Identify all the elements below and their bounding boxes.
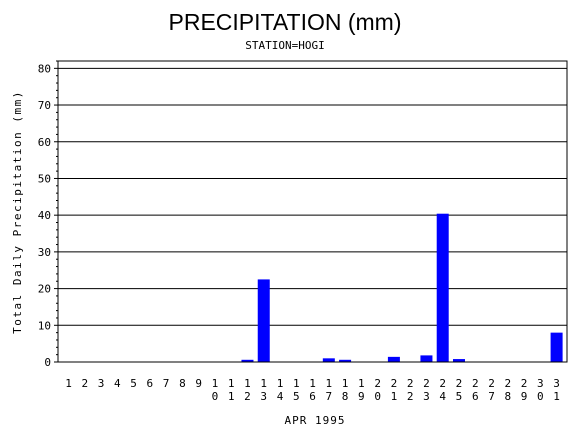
bar-day-31: [550, 332, 563, 362]
y-tick-label: 40: [38, 209, 51, 222]
y-axis-label: Total Daily Precipitation (mm): [11, 90, 24, 334]
bar-day-13: [257, 279, 270, 362]
x-tick-label: 7: [163, 377, 170, 390]
y-tick-label: 20: [38, 283, 51, 296]
chart-subtitle: STATION=HOGI: [245, 39, 324, 52]
chart-title: PRECIPITATION (mm): [169, 9, 402, 35]
x-tick-label: 1: [65, 377, 72, 390]
bar-day-21: [387, 356, 400, 362]
x-tick-label: 8: [179, 377, 186, 390]
x-tick-label: 4: [114, 377, 121, 390]
y-tick-label: 50: [38, 172, 51, 185]
bar-day-25: [452, 359, 465, 362]
y-axis-ticks: 0 10 20 30 40 50 60 70 80: [38, 60, 58, 369]
bar-day-18: [339, 359, 352, 362]
x-axis-ticks: 1 2 3 4 5 6 7 8 9 1 01 11 21 31 41 51 61 71 81 92 02 12 22 32 42…: [65, 377, 560, 403]
bar-day-23: [420, 355, 433, 362]
x-axis-label: APR 1995: [285, 414, 346, 427]
x-tick-label: 6: [147, 377, 154, 390]
x-tick-label: 5: [130, 377, 137, 390]
y-tick-label: 10: [38, 319, 51, 332]
x-tick-label: 3: [98, 377, 105, 390]
y-tick-label: 60: [38, 136, 51, 149]
bar-day-17: [322, 358, 335, 362]
bar-series: [241, 213, 563, 362]
bar-day-24: [436, 213, 449, 362]
y-tick-label: 0: [44, 356, 51, 369]
y-tick-label: 80: [38, 62, 51, 75]
bar-day-12: [241, 359, 254, 362]
y-tick-label: 70: [38, 99, 51, 112]
x-tick-label: 2: [81, 377, 88, 390]
y-tick-label: 30: [38, 246, 51, 259]
x-tick-label: 9: [195, 377, 202, 390]
plot-frame: [57, 60, 568, 363]
grid-lines: [58, 67, 567, 326]
